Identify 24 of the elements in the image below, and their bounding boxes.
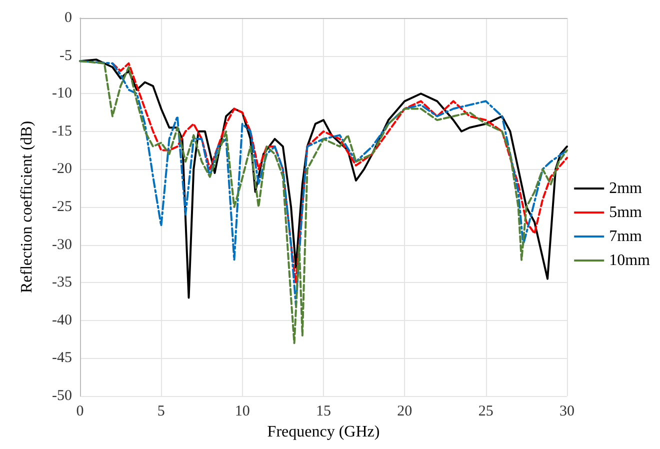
- y-tick-label: 0: [64, 10, 72, 26]
- y-tick-label: -10: [52, 86, 72, 102]
- x-tick-label: 5: [157, 404, 165, 420]
- y-tick-label: -15: [52, 123, 72, 140]
- y-axis-title: Reflection coefficient (dB): [18, 120, 36, 294]
- y-tick-label: -35: [52, 274, 72, 291]
- legend-label: 5mm: [609, 204, 643, 221]
- y-tick-label: -45: [52, 350, 72, 366]
- x-tick-label: 25: [478, 404, 494, 420]
- x-tick-label: 20: [397, 404, 412, 420]
- x-axis-title: Frequency (GHz): [267, 423, 380, 440]
- y-tick-label: -50: [52, 388, 72, 404]
- y-tick-label: -40: [52, 312, 72, 328]
- x-tick-label: 30: [560, 404, 574, 420]
- y-tick-label: -25: [52, 199, 72, 215]
- x-tick-label: 0: [76, 404, 84, 420]
- y-tick-label: -5: [60, 48, 72, 64]
- x-tick-label: 10: [234, 404, 250, 420]
- legend-label: 2mm: [609, 180, 643, 197]
- legend-label: 7mm: [609, 228, 643, 245]
- y-tick-label: -30: [52, 236, 72, 253]
- x-tick-label: 15: [316, 404, 331, 420]
- legend-label: 10mm: [609, 252, 651, 269]
- y-tick-label: -20: [52, 161, 72, 178]
